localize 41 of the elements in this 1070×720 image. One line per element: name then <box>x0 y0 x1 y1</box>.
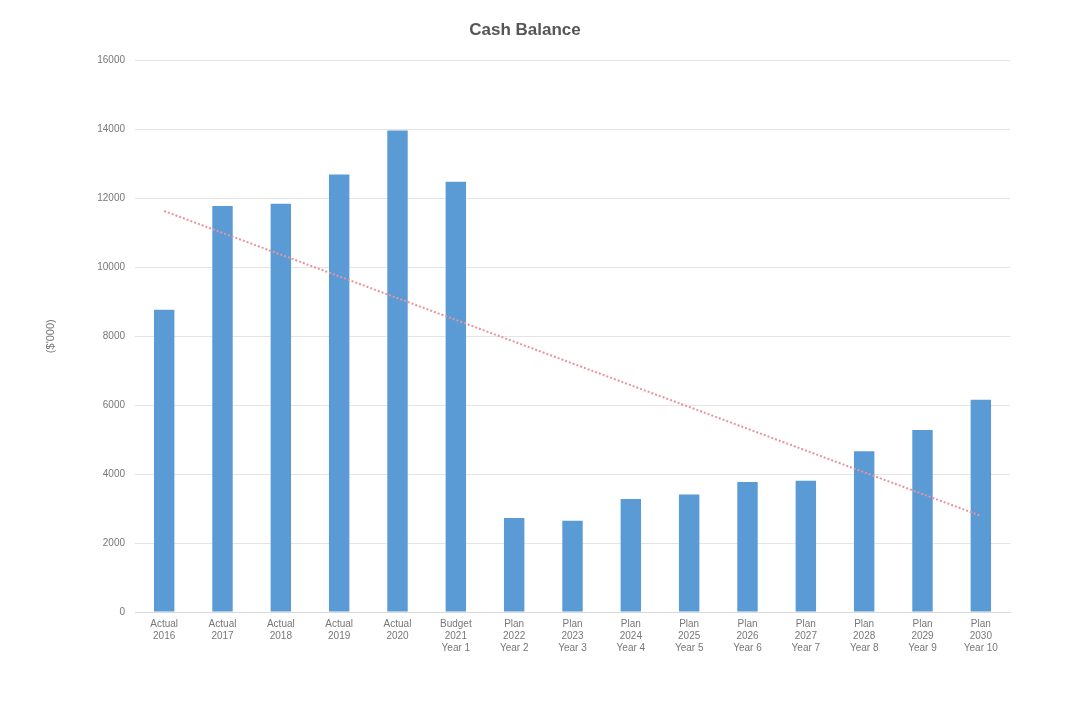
bar <box>503 517 525 612</box>
bar <box>795 480 817 612</box>
x-tick-label: Plan 2030 Year 10 <box>963 617 999 653</box>
x-tick-label: Plan 2025 Year 5 <box>674 617 704 653</box>
chart-title: Cash Balance <box>469 19 581 39</box>
bar <box>562 520 583 612</box>
y-tick-label: 10000 <box>97 261 126 272</box>
x-tick-label: Budget 2021 Year 1 <box>439 617 472 653</box>
x-tick-label: Plan 2023 Year 3 <box>558 617 588 653</box>
y-tick-label: 0 <box>119 605 126 617</box>
y-tick-label: 8000 <box>102 329 126 341</box>
x-tick-label: Actual 2020 <box>383 617 412 641</box>
x-tick-label: Plan 2022 Year 2 <box>499 617 529 653</box>
y-tick-label: 14000 <box>97 123 126 135</box>
bar <box>270 203 292 612</box>
x-tick-label: Plan 2024 Year 4 <box>616 617 646 653</box>
x-tick-label: Plan 2026 Year 6 <box>733 617 763 653</box>
bar <box>212 205 233 612</box>
bar <box>737 482 758 612</box>
x-tick-label: Actual 2016 <box>150 617 179 641</box>
bar <box>445 181 467 612</box>
y-tick-label: 16000 <box>97 54 126 66</box>
bar <box>387 130 408 612</box>
bar <box>620 498 642 612</box>
x-tick-label: Plan 2029 Year 9 <box>908 617 938 653</box>
y-axis-title: ($'000) <box>43 319 56 354</box>
y-tick-label: 6000 <box>102 398 126 410</box>
x-tick-label: Plan 2027 Year 7 <box>791 617 821 653</box>
x-tick-label: Actual 2018 <box>266 617 295 641</box>
bar <box>678 494 700 612</box>
x-tick-label: Plan 2028 Year 8 <box>849 617 879 653</box>
y-tick-label: 12000 <box>97 192 126 204</box>
x-tick-label: Actual 2019 <box>325 617 354 641</box>
bar <box>153 309 175 612</box>
y-tick-label: 4000 <box>102 467 126 479</box>
bar <box>970 399 992 612</box>
bar <box>328 174 350 612</box>
bar <box>912 429 933 612</box>
x-tick-label: Actual 2017 <box>208 617 237 641</box>
bar <box>853 451 875 612</box>
y-tick-label: 2000 <box>102 536 126 548</box>
